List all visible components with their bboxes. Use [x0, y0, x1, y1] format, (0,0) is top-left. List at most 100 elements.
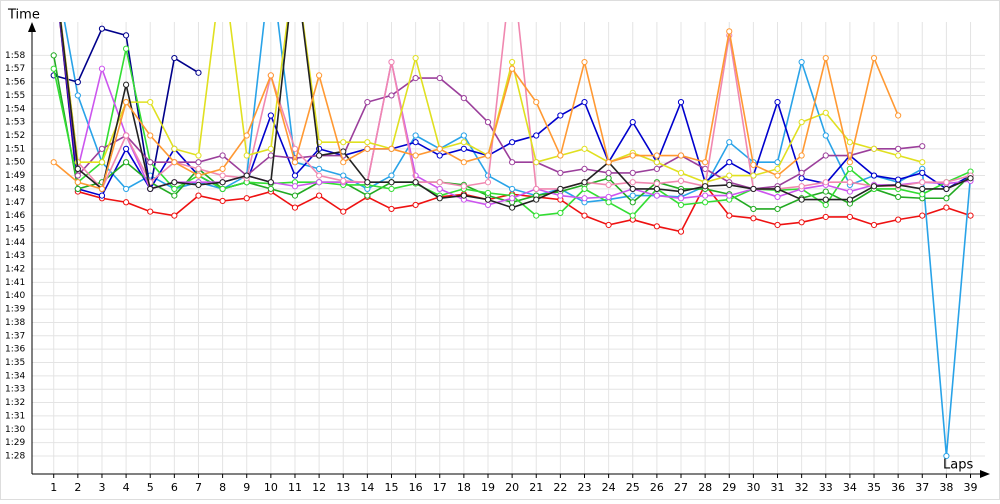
point: [653, 152, 660, 159]
point: [629, 212, 636, 219]
point: [822, 54, 829, 62]
point: [557, 112, 564, 119]
point: [364, 179, 371, 186]
x-tick-label: 24: [602, 481, 616, 494]
y-tick-label: 1:34: [5, 371, 25, 381]
x-tick-label: 26: [650, 481, 664, 494]
point: [605, 159, 612, 166]
point: [919, 159, 926, 166]
point: [340, 208, 347, 215]
point: [581, 195, 588, 202]
point: [291, 183, 299, 190]
point: [509, 185, 516, 193]
x-tick-label: 27: [674, 481, 688, 494]
point: [509, 159, 516, 166]
point: [870, 183, 878, 190]
point: [822, 152, 829, 159]
point: [822, 201, 829, 209]
x-tick-label: 36: [891, 481, 905, 494]
x-tick-label: 18: [457, 481, 471, 494]
point: [581, 145, 588, 152]
point: [895, 145, 902, 152]
point: [412, 74, 419, 82]
point: [388, 172, 395, 179]
point: [340, 159, 347, 166]
y-tick-label: 1:55: [5, 91, 25, 101]
x-tick-label: 28: [698, 481, 712, 494]
point: [533, 185, 540, 193]
point: [750, 215, 757, 222]
point: [822, 213, 829, 221]
point: [388, 205, 395, 213]
x-tick-label: 3: [98, 481, 105, 494]
y-arrow: [28, 22, 36, 32]
point: [726, 192, 733, 199]
point: [436, 179, 443, 186]
x-tick-label: 22: [553, 481, 567, 494]
point: [726, 28, 733, 35]
point: [364, 99, 371, 106]
point: [243, 132, 250, 139]
point: [629, 185, 636, 193]
y-tick-label: 1:33: [5, 385, 25, 395]
point: [74, 179, 81, 186]
y-tick-label: 1:58: [5, 51, 25, 61]
point: [798, 119, 805, 126]
x-tick-label: 19: [481, 481, 495, 494]
point: [943, 185, 950, 193]
point: [316, 72, 323, 79]
point: [195, 159, 202, 166]
point: [195, 165, 202, 172]
point: [364, 139, 371, 146]
point: [774, 172, 781, 179]
point: [798, 169, 805, 176]
point: [509, 195, 516, 202]
x-tick-label: 7: [195, 481, 202, 494]
point: [822, 188, 829, 195]
point: [436, 185, 443, 193]
point: [147, 99, 154, 106]
y-tick-label: 1:43: [5, 251, 25, 261]
y-tick-label: 1:51: [5, 144, 25, 154]
x-tick-label: 1: [50, 481, 57, 494]
point: [774, 193, 781, 201]
point: [702, 192, 709, 199]
point: [653, 223, 660, 230]
x-tick-label: 8: [219, 481, 226, 494]
point: [171, 192, 178, 199]
x-tick-label: 9: [243, 481, 250, 494]
point: [629, 169, 636, 176]
point: [605, 175, 612, 182]
point: [677, 228, 685, 235]
point: [798, 219, 805, 226]
point: [509, 65, 516, 72]
point: [195, 192, 202, 199]
point: [822, 196, 829, 203]
point: [581, 99, 588, 106]
x-tick-label: 6: [171, 481, 178, 494]
point: [291, 159, 299, 166]
point: [340, 172, 347, 179]
x-tick-label: 15: [384, 481, 398, 494]
point: [388, 179, 395, 186]
point: [291, 192, 299, 199]
point: [484, 152, 492, 159]
y-tick-label: 1:36: [5, 345, 25, 355]
point: [533, 159, 540, 166]
x-tick-label: 10: [264, 481, 278, 494]
point: [195, 181, 202, 189]
y-tick-label: 1:44: [5, 238, 25, 248]
point: [243, 195, 250, 202]
x-tick-label: 32: [795, 481, 809, 494]
point: [460, 139, 467, 146]
point: [677, 195, 685, 202]
point: [412, 54, 419, 62]
x-tick-label: 20: [505, 481, 519, 494]
point: [726, 172, 733, 179]
point: [316, 152, 323, 159]
point: [484, 179, 492, 186]
point: [629, 192, 636, 199]
point: [147, 132, 154, 139]
point: [677, 177, 685, 185]
